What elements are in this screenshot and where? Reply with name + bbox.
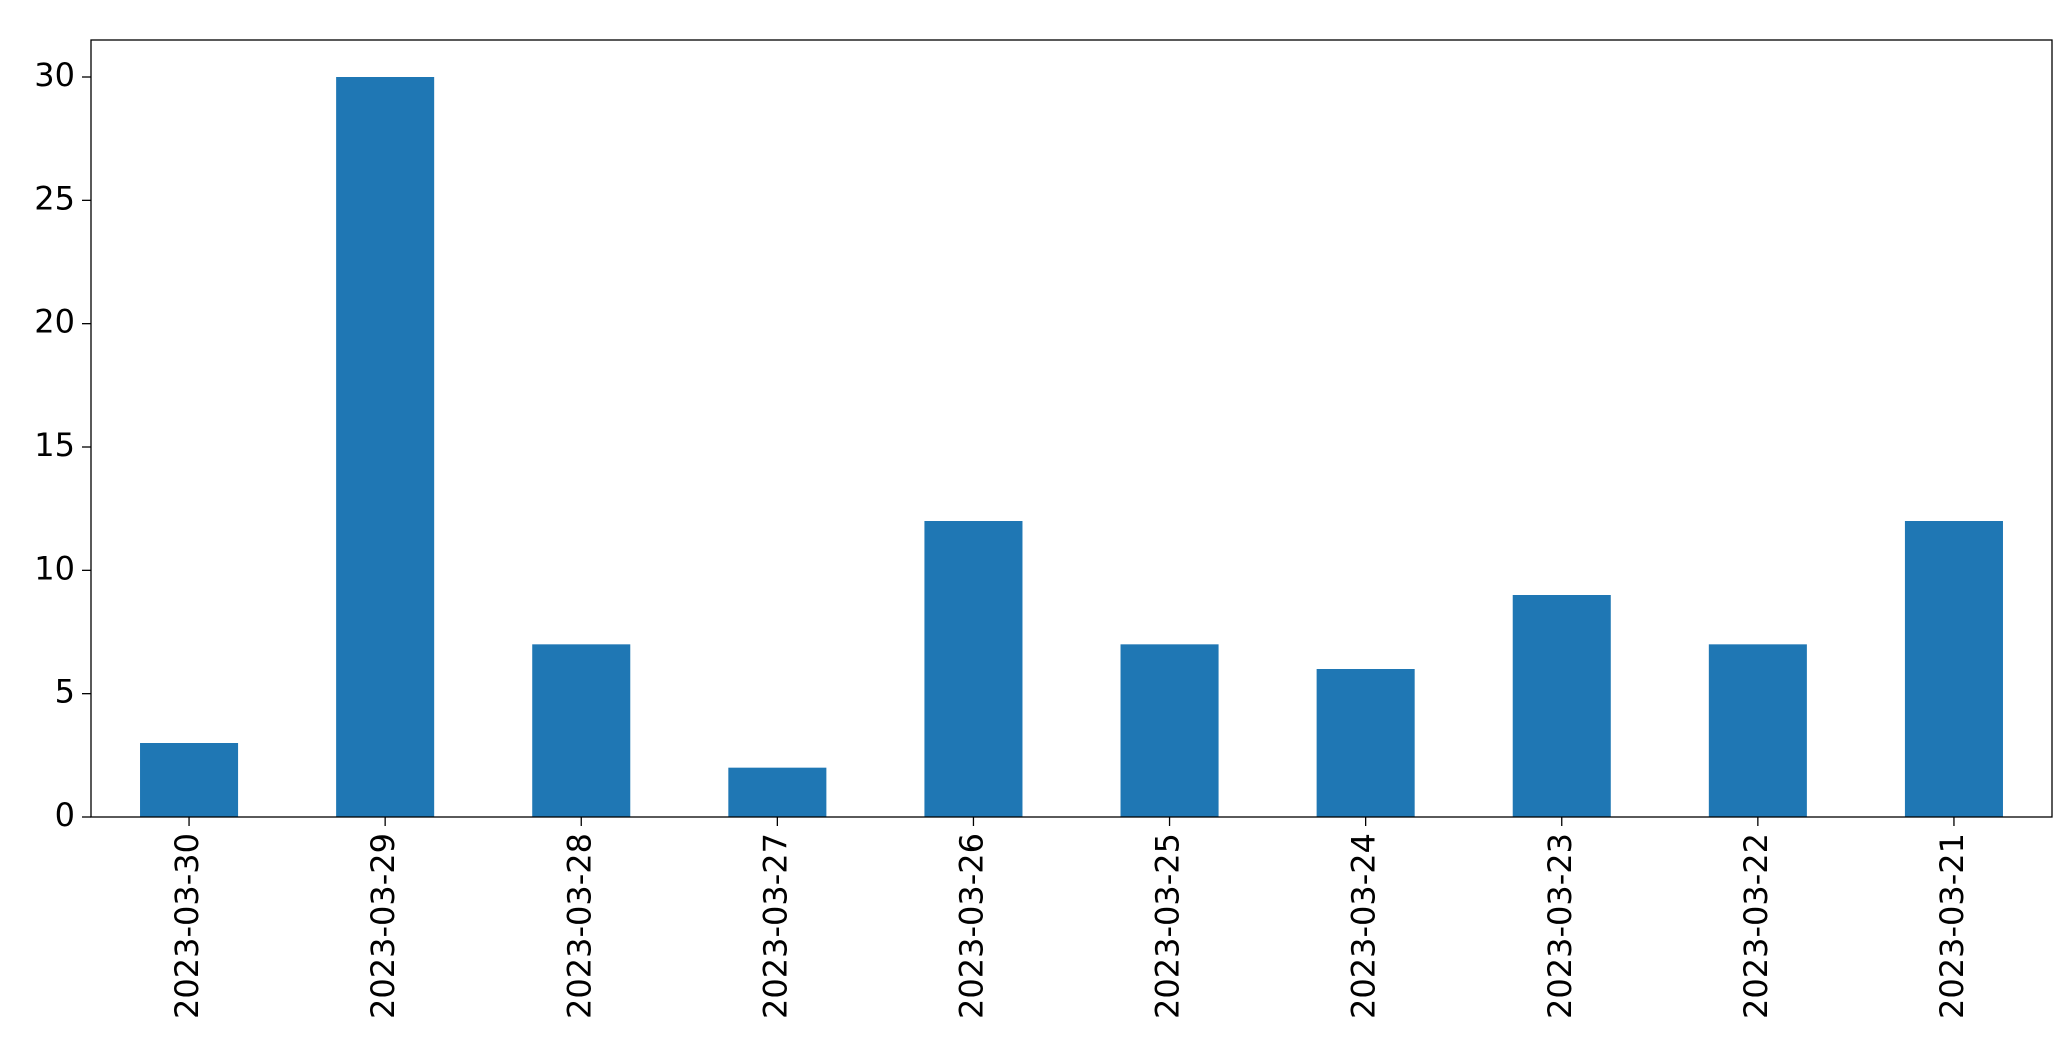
bar [924,521,1023,817]
bar [1316,669,1415,817]
x-tick-label: 2023-03-21 [1933,833,1971,1019]
x-tick-label: 2023-03-27 [756,833,794,1019]
x-tick-label: 2023-03-25 [1149,833,1187,1019]
y-tick-label: 15 [34,426,75,464]
bar [1512,595,1611,817]
bar [728,767,827,817]
y-tick-label: 5 [55,673,75,711]
plot-frame [90,39,2053,818]
y-tick-label: 20 [34,303,75,341]
bar [336,77,435,817]
bar [1120,644,1219,817]
y-tick-label: 25 [34,179,75,217]
x-tick-label: 2023-03-28 [560,833,598,1019]
x-tick-label: 2023-03-24 [1345,833,1383,1019]
x-tick-label: 2023-03-26 [952,833,990,1019]
bar [532,644,631,817]
x-tick-label: 2023-03-29 [364,833,402,1019]
bar [1708,644,1807,817]
x-tick-label: 2023-03-23 [1541,833,1579,1019]
y-tick-label: 10 [34,549,75,587]
bar [140,743,239,817]
y-tick-label: 30 [34,56,75,94]
y-tick-label: 0 [55,796,75,834]
bar [1904,521,2003,817]
x-tick-label: 2023-03-30 [168,833,206,1019]
x-tick-label: 2023-03-22 [1737,833,1775,1019]
